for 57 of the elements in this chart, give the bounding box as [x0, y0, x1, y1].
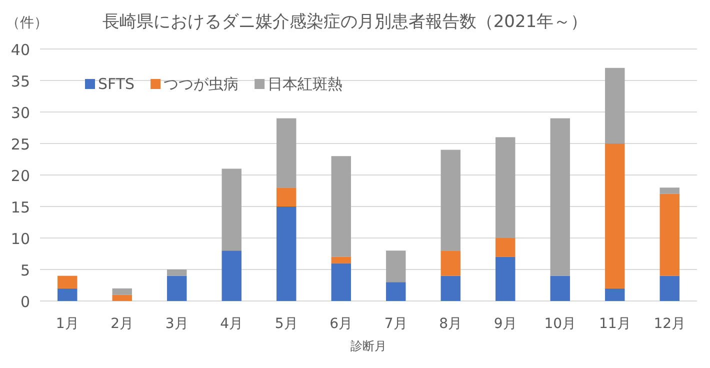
x-tick-label: 10月	[544, 316, 576, 332]
x-tick-label: 1月	[56, 316, 79, 332]
y-tick-label: 15	[10, 198, 30, 216]
bar	[605, 288, 625, 301]
y-axis-title: （件）	[6, 15, 48, 31]
legend-label: つつが虫病	[164, 75, 239, 93]
x-tick-label: 9月	[494, 316, 517, 332]
bar	[440, 276, 460, 301]
bar	[58, 288, 78, 301]
bar	[112, 288, 132, 295]
y-tick-label: 35	[10, 72, 30, 90]
bar	[550, 276, 570, 301]
bar	[331, 256, 351, 264]
legend-label: 日本紅斑熱	[268, 75, 343, 93]
chart-title: 長崎県におけるダニ媒介感染症の月別患者報告数（2021年～）	[102, 12, 588, 32]
bar	[605, 68, 625, 144]
bar	[276, 118, 296, 188]
bar	[440, 250, 460, 276]
bar	[386, 250, 406, 282]
bar	[660, 194, 680, 276]
bar	[496, 238, 516, 257]
bar	[58, 276, 78, 288]
x-tick-label: 3月	[165, 316, 188, 332]
bar	[496, 256, 516, 301]
x-tick-label: 4月	[220, 316, 244, 332]
bar	[112, 294, 132, 301]
bar	[496, 137, 516, 238]
bar	[276, 206, 296, 301]
x-tick-label: 7月	[384, 316, 408, 332]
bar	[331, 263, 351, 301]
y-tick-label: 5	[20, 262, 30, 280]
bar	[167, 270, 187, 276]
x-tick-label: 11月	[598, 316, 631, 332]
y-tick-label: 0	[20, 293, 30, 311]
legend-label: SFTS	[98, 75, 135, 93]
y-tick-label: 30	[10, 104, 30, 122]
bar	[605, 144, 625, 288]
bar	[331, 156, 351, 257]
bar	[276, 188, 296, 206]
bar	[222, 168, 242, 251]
x-tick-label: 12月	[654, 316, 686, 332]
bar	[550, 118, 570, 276]
x-tick-label: 5月	[274, 316, 298, 332]
x-tick-label: 6月	[330, 316, 353, 332]
x-tick-label: 8月	[439, 316, 462, 332]
bar	[222, 250, 242, 301]
bar	[386, 282, 406, 301]
y-tick-label: 10	[10, 230, 30, 248]
bar	[660, 188, 680, 194]
bar	[660, 276, 680, 301]
y-tick-label: 20	[10, 167, 30, 185]
x-tick-label: 2月	[110, 316, 134, 332]
y-tick-label: 40	[10, 41, 30, 59]
bar	[440, 150, 460, 251]
bar	[167, 276, 187, 301]
y-tick-label: 25	[10, 136, 30, 154]
x-axis-title: 診断月	[350, 339, 386, 353]
